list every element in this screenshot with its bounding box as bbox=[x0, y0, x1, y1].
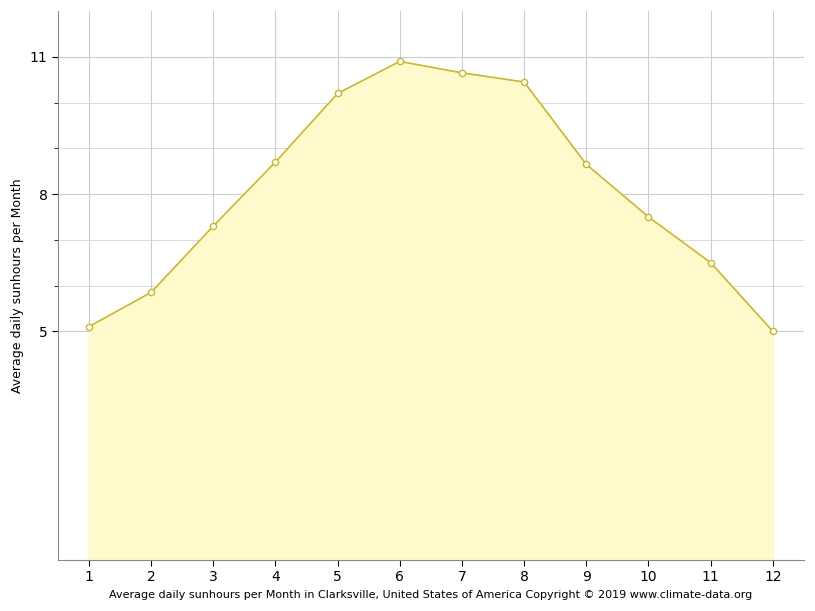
Y-axis label: Average daily sunhours per Month: Average daily sunhours per Month bbox=[11, 178, 24, 393]
X-axis label: Average daily sunhours per Month in Clarksville, United States of America Copyri: Average daily sunhours per Month in Clar… bbox=[109, 590, 752, 600]
